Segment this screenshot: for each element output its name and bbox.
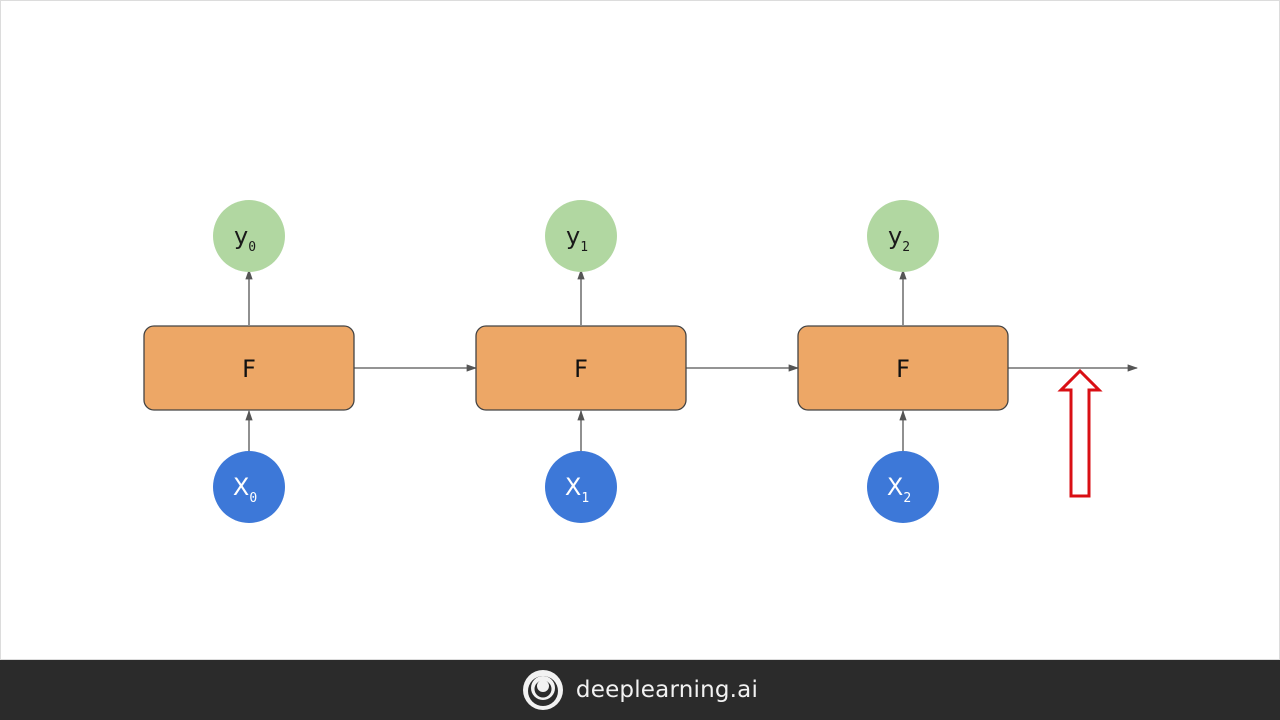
input-node-1-label: X1 [565,473,589,506]
highlight-up-arrow-icon [1057,368,1103,498]
brand-name: deeplearning.ai [575,677,759,703]
deeplearning-spiral-icon [522,670,563,710]
input-node-2-label: X2 [887,473,911,506]
function-label-2: F [896,355,910,383]
input-node-2 [867,451,939,523]
output-node-0 [213,200,285,272]
input-node-1 [545,451,617,523]
slide-canvas: F y0 X0 F y1 X1 [0,0,1280,660]
function-label-0: F [242,355,256,383]
output-node-1-label: y1 [566,222,588,255]
function-box-1 [475,325,687,411]
rnn-cell-1: F y1 X1 [475,200,687,523]
function-label-1: F [574,355,588,383]
output-node-2-label: y2 [888,222,910,255]
rnn-cell-0: F y0 X0 [143,200,355,523]
footer-bar: deeplearning.ai [0,660,1280,720]
output-node-2 [867,200,939,272]
footer-brand: deeplearning.ai [522,669,758,711]
input-node-0-label: X0 [233,473,257,506]
output-node-0-label: y0 [234,222,256,255]
rnn-cell-2: F y2 X2 [797,200,1009,523]
rnn-unrolled-diagram: F y0 X0 F y1 X1 [143,200,1139,523]
function-box-2 [797,325,1009,411]
function-box-0 [143,325,355,411]
output-node-1 [545,200,617,272]
input-node-0 [213,451,285,523]
